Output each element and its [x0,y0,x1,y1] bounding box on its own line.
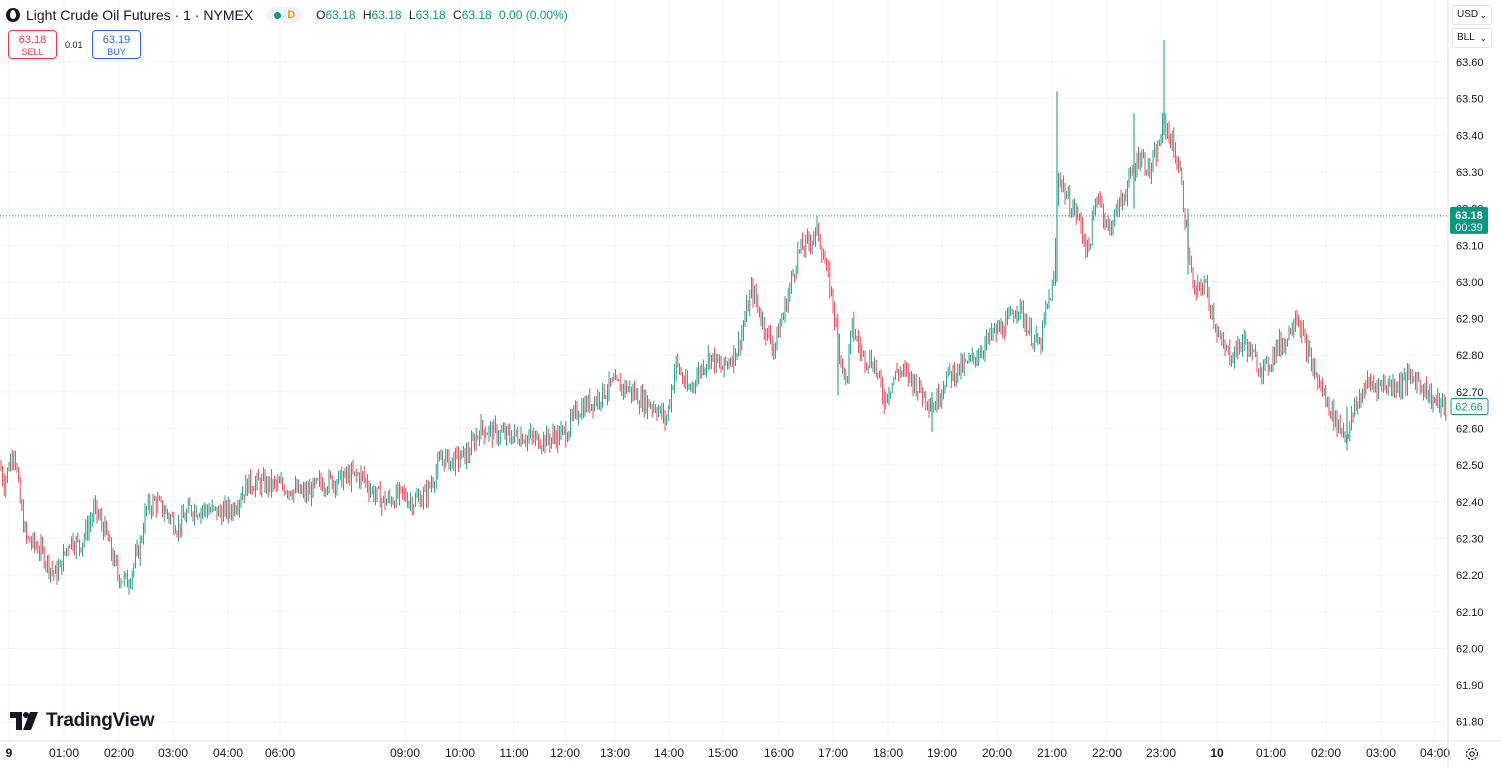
y-tick-label: 62.30 [1456,533,1484,545]
x-tick-label: 04:00 [213,746,243,760]
x-tick-label: 06:00 [265,746,295,760]
currency-select[interactable]: USD ⌄ [1452,5,1492,25]
oil-drop-icon [6,8,20,22]
last-price-label [1450,206,1488,234]
x-tick-label: 10 [1210,746,1224,760]
x-tick-label: 16:00 [764,746,794,760]
x-tick-label: 23:00 [1146,746,1176,760]
y-tick-label: 62.60 [1456,424,1484,436]
x-tick-label: 03:00 [158,746,188,760]
y-tick-label: 62.40 [1456,497,1484,509]
buy-button[interactable]: 63.19 BUY [92,30,141,59]
y-tick-label: 62.50 [1456,460,1484,472]
symbol-title[interactable]: Light Crude Oil Futures · 1 · NYMEX [26,7,254,23]
x-tick-label: 02:00 [1311,746,1341,760]
currency-value: USD [1457,9,1479,20]
buy-label: BUY [107,47,126,57]
spread-value: 0.01 [65,40,83,50]
x-tick-label: 14:00 [654,746,684,760]
x-tick-label: 15:00 [708,746,738,760]
x-tick-label: 02:00 [104,746,134,760]
x-tick-label: 17:00 [818,746,848,760]
marker-price-label [1450,398,1489,416]
y-tick-label: 63.50 [1456,94,1484,106]
x-tick-label: 01:00 [1256,746,1286,760]
x-tick-label: 01:00 [49,746,79,760]
symbol-header: Light Crude Oil Futures · 1 · NYMEX D O6… [6,5,572,25]
market-status[interactable]: D [267,7,303,23]
y-tick-label: 61.90 [1456,680,1484,692]
x-tick-label: 10:00 [445,746,475,760]
y-tick-label: 63.30 [1456,167,1484,179]
chevron-down-icon: ⌄ [1479,10,1487,20]
x-tick-label: 03:00 [1366,746,1396,760]
unit-value: BLL [1457,32,1475,43]
settings-gear-icon[interactable] [1463,745,1481,763]
sell-price: 63.18 [18,34,47,46]
y-tick-label: 62.80 [1456,350,1484,362]
x-tick-label: 11:00 [499,746,528,760]
x-tick-label: 18:00 [873,746,903,760]
y-tick-label: 62.20 [1456,570,1484,582]
y-tick-label: 63.00 [1456,277,1484,289]
y-tick-label: 63.60 [1456,57,1484,69]
x-tick-label: 19:00 [927,746,957,760]
x-tick-label: 21:00 [1037,746,1067,760]
sell-button[interactable]: 63.18 SELL [8,30,57,59]
x-tick-label: 20:00 [982,746,1012,760]
last-price-value: 63.18 [1455,210,1483,222]
x-tick-label: 04:00 [1420,746,1450,760]
y-tick-label: 62.00 [1456,643,1484,655]
tradingview-logo[interactable]: TradingView [10,710,155,732]
countdown-value: 00:39 [1455,222,1483,234]
tradingview-logo-icon [10,712,38,730]
x-tick-label: 9 [6,746,13,760]
brand-name: TradingView [46,710,155,731]
x-tick-label: 22:00 [1092,746,1122,760]
y-tick-label: 62.90 [1456,314,1484,326]
market-open-icon [274,11,282,19]
delayed-flag: D [287,9,296,21]
x-tick-label: 09:00 [390,746,420,760]
y-tick-label: 63.40 [1456,130,1484,142]
y-tick-label: 62.10 [1456,607,1484,619]
y-tick-label: 62.70 [1456,387,1484,399]
sell-label: SELL [21,47,44,57]
y-tick-label: 61.80 [1456,717,1484,729]
chevron-down-icon: ⌄ [1479,33,1487,43]
y-tick-label: 63.10 [1456,240,1484,252]
unit-select[interactable]: BLL ⌄ [1452,28,1492,48]
marker-price-value: 62.66 [1455,402,1483,414]
buy-price: 63.19 [102,34,131,46]
ohlc-legend: O63.18 H63.18 L63.18 C63.18 0.00 (0.00%) [316,8,568,22]
x-tick-label: 13:00 [600,746,630,760]
x-tick-label: 12:00 [550,746,580,760]
